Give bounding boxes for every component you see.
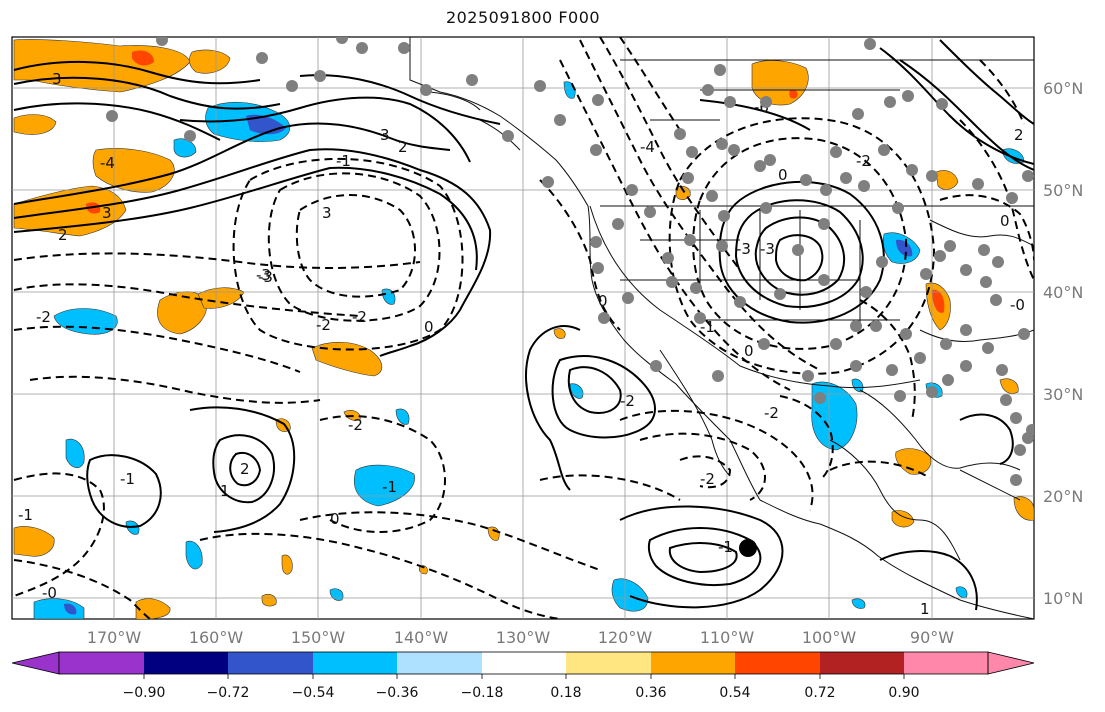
contour-label: 2 bbox=[1014, 126, 1024, 144]
lat-label: 40°N bbox=[1043, 283, 1083, 302]
contour-label: -2 bbox=[36, 308, 51, 326]
latitude-labels: 60°N 50°N 40°N 30°N 20°N 10°N bbox=[1043, 79, 1083, 608]
contour-labels: 3 3 -4 3 2 3 2 -1 -3 -3 -2 -2 0 0 -1 2 -… bbox=[18, 70, 1025, 618]
contour-label: -3 bbox=[256, 266, 271, 284]
lon-label: 150°W bbox=[291, 628, 346, 647]
colorbar-tick-label: 0.90 bbox=[888, 685, 919, 701]
colorbar-tick-label: −0.18 bbox=[461, 685, 504, 701]
contour-label: 0 bbox=[424, 318, 434, 336]
contour-label: 3 bbox=[52, 70, 62, 88]
lat-label: 20°N bbox=[1043, 487, 1083, 506]
contour-label: -2 bbox=[348, 416, 363, 434]
contour-label: 0 bbox=[744, 342, 754, 360]
colorbar-segment bbox=[397, 652, 482, 674]
contour-label: -0 bbox=[1010, 296, 1025, 314]
colorbar-tick-label: 0.54 bbox=[719, 685, 750, 701]
contour-label: 3 bbox=[102, 204, 112, 222]
lat-label: 50°N bbox=[1043, 181, 1083, 200]
contour-label: -1 bbox=[120, 470, 135, 488]
lon-label: 170°W bbox=[87, 628, 142, 647]
contour-label: 0 bbox=[330, 510, 340, 528]
colorbar-segment bbox=[482, 652, 566, 674]
observation-points bbox=[106, 37, 1034, 486]
contour-label: -3 bbox=[736, 240, 751, 258]
lat-label: 60°N bbox=[1043, 79, 1083, 98]
contour-label: 1 bbox=[920, 600, 930, 618]
dashed-contours bbox=[13, 37, 1034, 619]
colorbar-extend-left bbox=[11, 651, 60, 675]
contour-label: -3 bbox=[760, 240, 775, 258]
contour-label: -2 bbox=[316, 316, 331, 334]
contour-label: -3 bbox=[258, 268, 273, 286]
solid-contours bbox=[13, 39, 1034, 611]
colorbar-extend-right bbox=[987, 651, 1035, 675]
contour-label: 1 bbox=[220, 482, 230, 500]
colorbar-frame bbox=[58, 651, 989, 675]
contour-label: 2 bbox=[398, 138, 408, 156]
colorbar-segment bbox=[228, 652, 313, 674]
lon-label: 140°W bbox=[394, 628, 449, 647]
contour-label: 3 bbox=[322, 204, 332, 222]
colorbar-segment bbox=[566, 652, 651, 674]
colorbar-segment bbox=[144, 652, 228, 674]
lon-label: 100°W bbox=[802, 628, 857, 647]
colorbar-segment bbox=[313, 652, 397, 674]
contour-label: -1 bbox=[382, 478, 397, 496]
colorbar: −0.90 −0.72 −0.54 −0.36 −0.18 0.18 0.36 … bbox=[11, 651, 1035, 701]
contour-label: 3 bbox=[380, 126, 390, 144]
colorbar-tick-label: −0.72 bbox=[207, 685, 250, 701]
contour-label: -2 bbox=[764, 404, 779, 422]
lon-label: 110°W bbox=[700, 628, 755, 647]
contour-label: -4 bbox=[640, 138, 655, 156]
contour-label: 0 bbox=[1000, 212, 1010, 230]
colorbar-tick-label: −0.90 bbox=[123, 685, 166, 701]
contour-label: -2 bbox=[856, 152, 871, 170]
contour-label: -0 bbox=[42, 584, 57, 602]
contour-label: 2 bbox=[240, 460, 250, 478]
longitude-labels: 170°W 160°W 150°W 140°W 130°W 120°W 110°… bbox=[87, 628, 954, 647]
lon-label: 160°W bbox=[189, 628, 244, 647]
negative-shading bbox=[33, 81, 1025, 619]
contour-label: -2 bbox=[620, 392, 635, 410]
colorbar-segment bbox=[651, 652, 735, 674]
lat-label: 30°N bbox=[1043, 385, 1083, 404]
contour-label: 0 bbox=[778, 166, 788, 184]
colorbar-tick-label: −0.54 bbox=[292, 685, 335, 701]
chart-title: 2025091800 F000 bbox=[445, 8, 601, 27]
lon-label: 130°W bbox=[496, 628, 551, 647]
lon-label: 120°W bbox=[598, 628, 653, 647]
storm-center-marker bbox=[739, 539, 757, 557]
contour-label: -4 bbox=[100, 154, 115, 172]
contour-label: -1 bbox=[718, 538, 733, 556]
contour-label: -2 bbox=[352, 308, 367, 326]
colorbar-segment bbox=[59, 652, 144, 674]
colorbar-segment bbox=[735, 652, 820, 674]
colorbar-tick-label: 0.18 bbox=[550, 685, 581, 701]
colorbar-tick-label: 0.36 bbox=[635, 685, 666, 701]
contour-label: -2 bbox=[700, 470, 715, 488]
lat-label: 10°N bbox=[1043, 589, 1083, 608]
contour-label: 2 bbox=[58, 226, 68, 244]
contour-label: -1 bbox=[336, 152, 351, 170]
contour-label: 0 bbox=[598, 292, 608, 310]
colorbar-segment bbox=[904, 652, 988, 674]
lon-label: 90°W bbox=[910, 628, 954, 647]
colorbar-segment bbox=[820, 652, 904, 674]
colorbar-tick-label: −0.36 bbox=[376, 685, 419, 701]
contour-label: -1 bbox=[18, 506, 33, 524]
colorbar-tick-label: 0.72 bbox=[804, 685, 835, 701]
